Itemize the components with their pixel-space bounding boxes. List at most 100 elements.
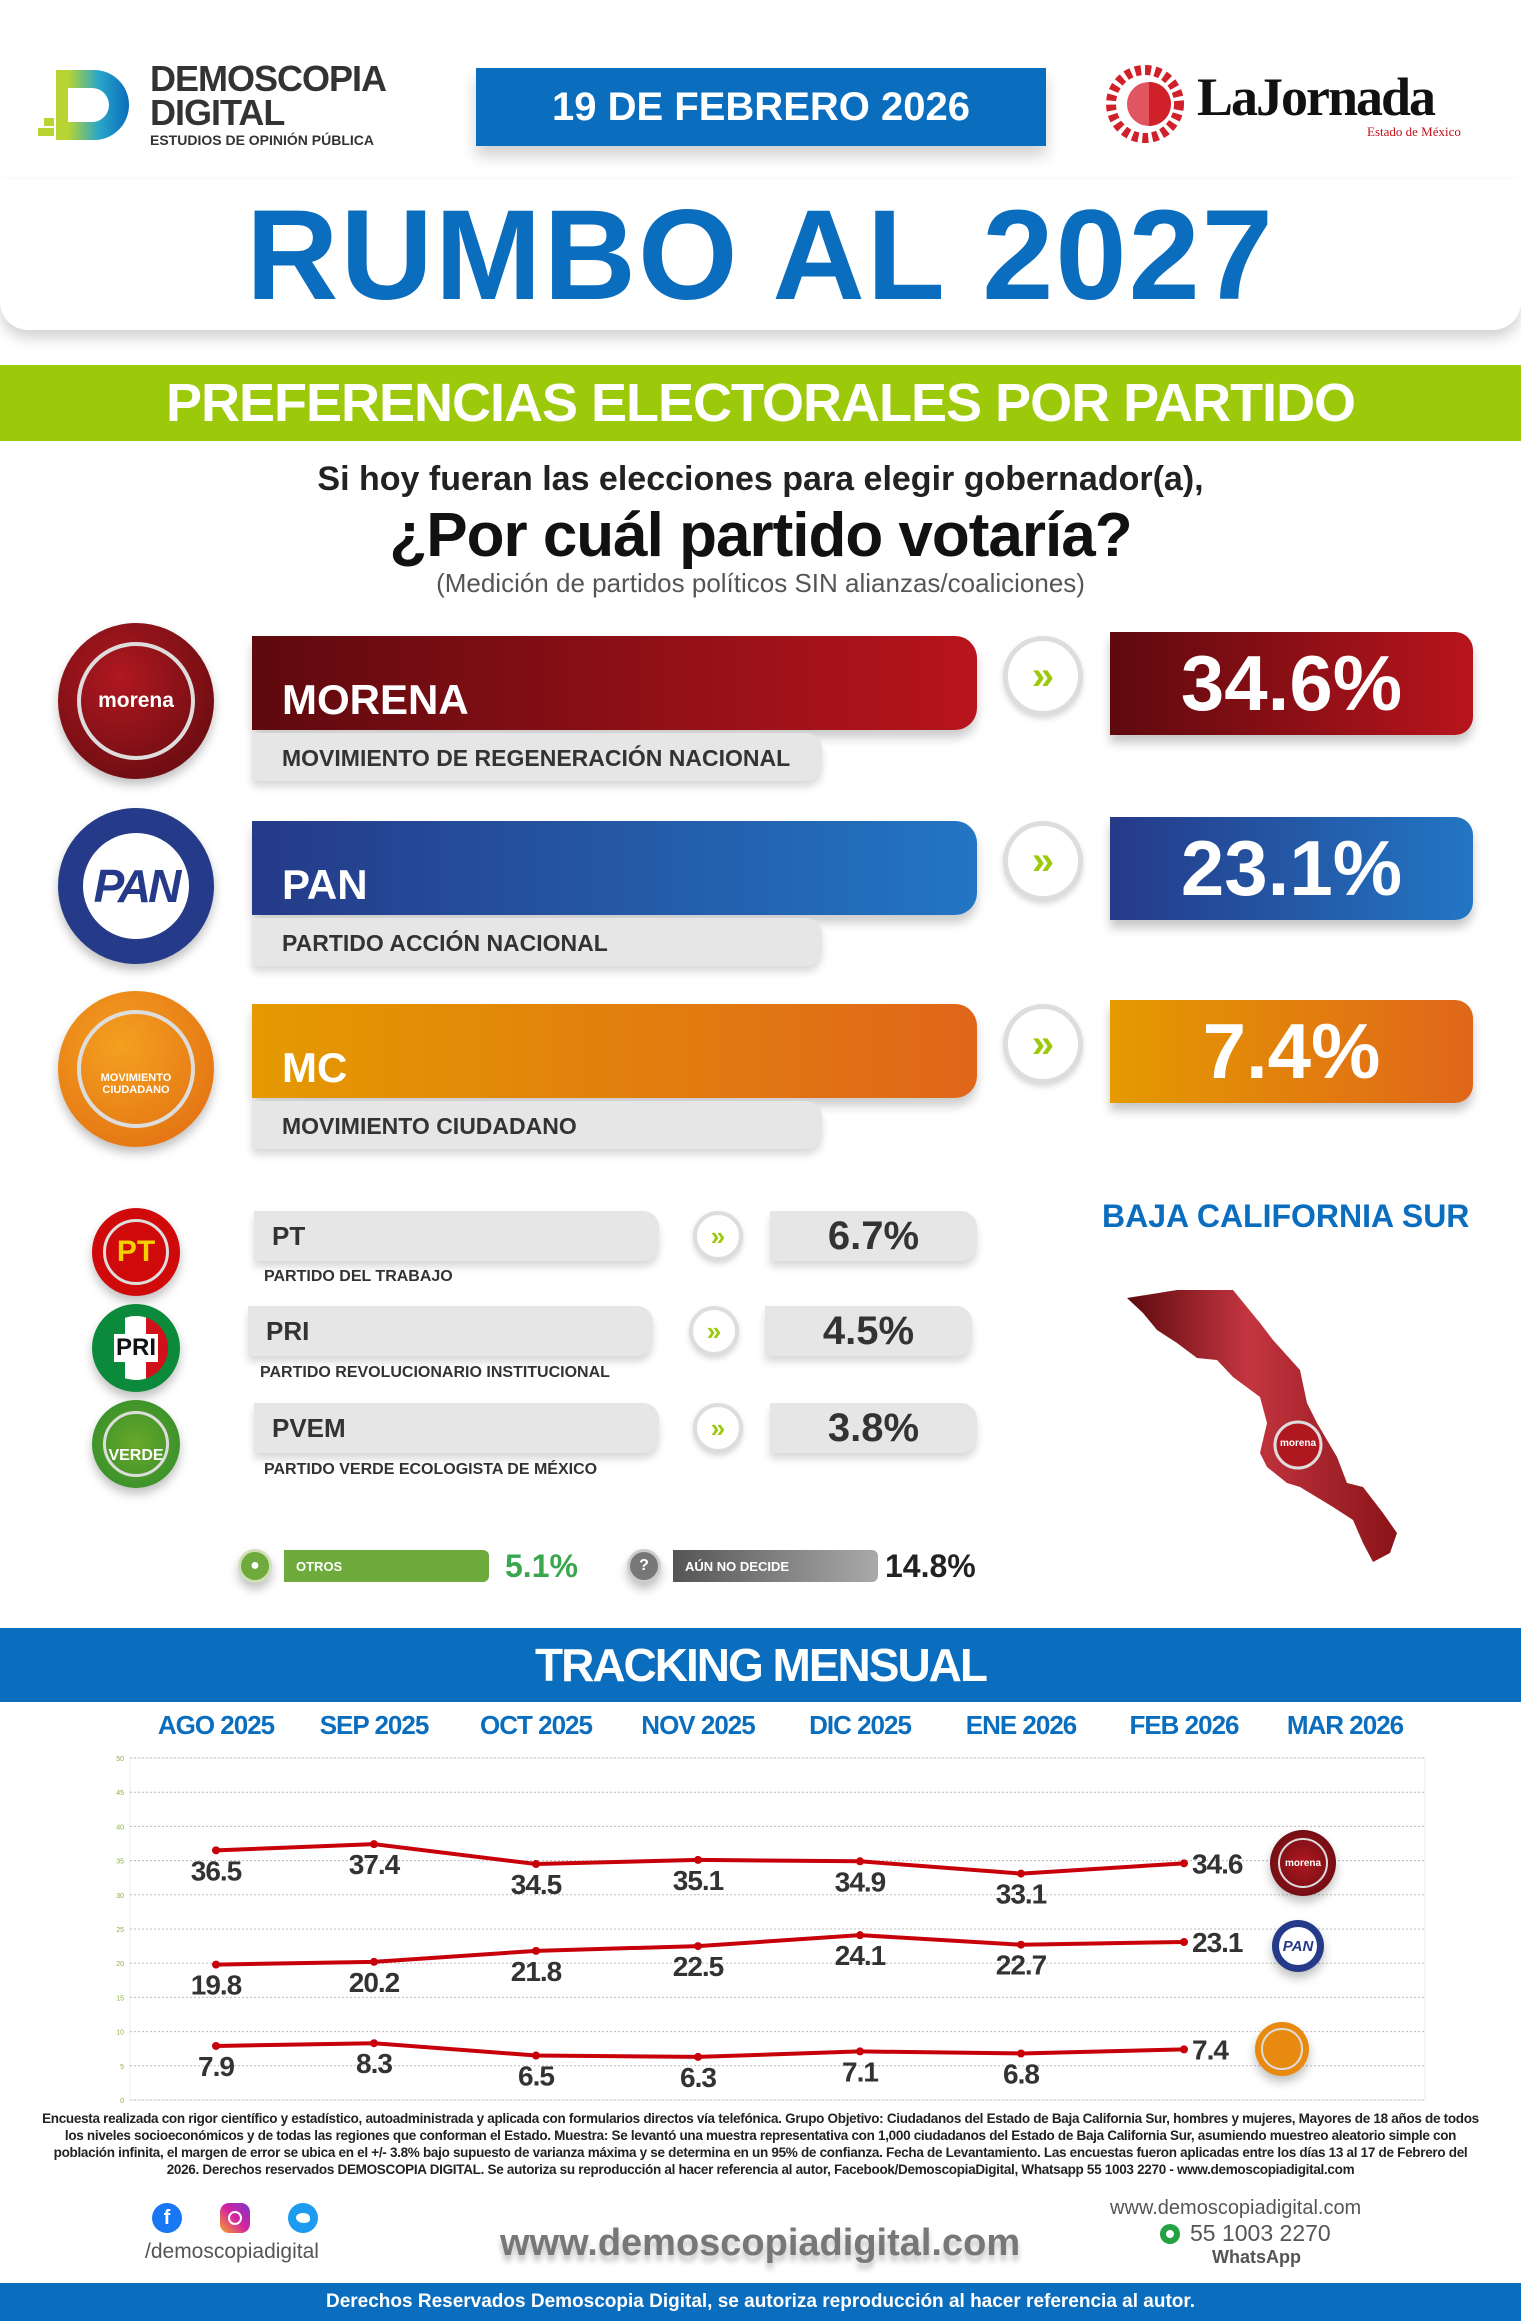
data-label: 36.5	[191, 1855, 242, 1886]
data-point	[370, 1957, 378, 1966]
contact-phone[interactable]: 55 1003 2270	[1190, 2220, 1331, 2246]
instagram-icon[interactable]	[220, 2203, 250, 2233]
methodology-note: Encuesta realizada con rigor científico …	[42, 2111, 1479, 2177]
data-point	[212, 2041, 220, 2050]
data-point	[532, 1860, 540, 1869]
question-line-1: Si hoy fueran las elecciones para elegir…	[317, 460, 1204, 498]
question-icon: ?	[627, 1549, 661, 1583]
data-point	[212, 1960, 220, 1969]
data-point	[370, 1840, 378, 1849]
morena-logo-icon: morena	[58, 623, 214, 779]
data-point	[1180, 2045, 1188, 2054]
chevron-right-icon: »	[1003, 1004, 1083, 1084]
data-label: 21.8	[511, 1956, 562, 1987]
y-tick-label: 5	[120, 2064, 124, 2071]
party-bar: PVEM	[254, 1403, 659, 1453]
y-tick-label: 50	[116, 1756, 124, 1763]
logo-text: PAN	[93, 860, 182, 912]
data-label: 8.3	[356, 2048, 392, 2079]
map-winner-label: morena	[1279, 1438, 1317, 1449]
partner-sub: Estado de México	[1367, 124, 1461, 139]
date-banner: 19 DE FEBRERO 2026	[476, 68, 1046, 146]
party-full-name: PARTIDO VERDE ECOLOGISTA DE MÉXICO	[264, 1461, 598, 1478]
data-point	[694, 2052, 702, 2061]
logo-text: PAN	[1282, 1937, 1314, 1955]
party-full-name: PARTIDO DEL TRABAJO	[264, 1268, 453, 1285]
tracking-title: TRACKING MENSUAL	[0, 1628, 1521, 1702]
data-point	[1017, 1869, 1025, 1878]
party-bar: PAN	[252, 821, 977, 915]
month-label: OCT 2025	[480, 1710, 593, 1740]
data-point	[694, 1855, 702, 1864]
party-percentage: 34.6%	[1110, 632, 1473, 735]
data-point	[856, 1931, 864, 1940]
party-percentage: 6.7%	[770, 1211, 977, 1261]
data-point	[1180, 1859, 1188, 1868]
party-percentage: 23.1%	[1110, 817, 1473, 920]
others-percentage: 5.1%	[505, 1548, 578, 1584]
data-label: 22.7	[996, 1950, 1047, 1981]
social-handle[interactable]: /demoscopiadigital	[145, 2240, 319, 2263]
chevron-right-icon: »	[1003, 636, 1083, 716]
y-tick-label: 45	[116, 1790, 124, 1797]
month-label: NOV 2025	[641, 1710, 755, 1740]
pan-logo-icon: PAN	[58, 808, 214, 964]
brand-tagline: ESTUDIOS DE OPINIÓN PÚBLICA	[150, 132, 375, 148]
y-tick-label: 15	[116, 1995, 124, 2002]
y-tick-label: 0	[120, 2098, 124, 2105]
footer-rights: Derechos Reservados Demoscopia Digital, …	[0, 2283, 1521, 2321]
whatsapp-label: WhatsApp	[1212, 2247, 1301, 2267]
question-note: (Medición de partidos políticos SIN alia…	[436, 568, 1085, 598]
contact-website[interactable]: www.demoscopiadigital.com	[1110, 2197, 1362, 2219]
data-label: 35.1	[673, 1865, 724, 1896]
party-full-name: PARTIDO REVOLUCIONARIO INSTITUCIONAL	[260, 1364, 610, 1381]
chevron-right-icon: »	[689, 1306, 739, 1356]
data-point	[532, 2051, 540, 2060]
party-full-name: MOVIMIENTO DE REGENERACIÓN NACIONAL	[252, 733, 822, 781]
party-full-name: PARTIDO ACCIÓN NACIONAL	[252, 918, 822, 966]
chevron-right-icon: »	[693, 1211, 743, 1261]
y-tick-label: 25	[116, 1927, 124, 1934]
data-label: 33.1	[996, 1879, 1047, 1910]
y-tick-label: 20	[116, 1961, 124, 1968]
data-label: 34.5	[511, 1869, 562, 1900]
data-label: 7.4	[1192, 2034, 1229, 2065]
party-percentage: 3.8%	[770, 1403, 977, 1453]
party-percentage: 4.5%	[765, 1306, 972, 1356]
sun-logo-icon	[1106, 65, 1184, 143]
party-bar: PT	[254, 1211, 659, 1261]
logo-text: PRI	[113, 1334, 158, 1362]
brand-name: DEMOSCOPIA	[150, 58, 387, 99]
data-label: 37.4	[349, 1849, 401, 1880]
data-point	[370, 2039, 378, 2048]
question-line-2: ¿Por cuál partido votaría?	[389, 501, 1132, 570]
website-link[interactable]: www.demoscopiadigital.com	[500, 2222, 1021, 2264]
undecided-bar: AÚN NO DECIDE	[673, 1550, 878, 1582]
demoscopia-brand: DEMOSCOPIA DIGITAL ESTUDIOS DE OPINIÓN P…	[150, 58, 387, 150]
data-point	[1180, 1937, 1188, 1946]
page-title: RUMBO AL 2027	[0, 180, 1521, 330]
map-title: BAJA CALIFORNIA SUR	[1102, 1198, 1470, 1234]
facebook-icon[interactable]: f	[152, 2203, 182, 2233]
data-label: 7.9	[198, 2051, 234, 2082]
pan-logo-icon: PAN	[1272, 1920, 1324, 1972]
baja-california-sur-shape	[1127, 1290, 1397, 1562]
month-label: ENE 2026	[965, 1710, 1078, 1740]
month-label: AGO 2025	[157, 1710, 275, 1740]
mc-logo-icon	[1255, 2022, 1309, 2076]
brand-name-2: DIGITAL	[150, 92, 285, 133]
data-point	[856, 1857, 864, 1866]
data-label: 7.1	[842, 2056, 878, 2087]
twitter-icon[interactable]	[288, 2203, 318, 2233]
month-label: FEB 2026	[1129, 1710, 1239, 1740]
undecided-percentage: 14.8%	[885, 1548, 976, 1584]
data-label: 34.6	[1192, 1848, 1243, 1879]
data-point	[1017, 1940, 1025, 1949]
data-point	[212, 1846, 220, 1855]
pri-logo-icon: PRI	[92, 1304, 180, 1392]
party-bar: PRI	[248, 1306, 653, 1356]
month-label: MAR 2026	[1286, 1710, 1404, 1740]
data-label: 24.1	[835, 1940, 886, 1971]
pvem-logo-icon: VERDE	[92, 1400, 180, 1488]
y-tick-label: 10	[116, 2030, 124, 2037]
